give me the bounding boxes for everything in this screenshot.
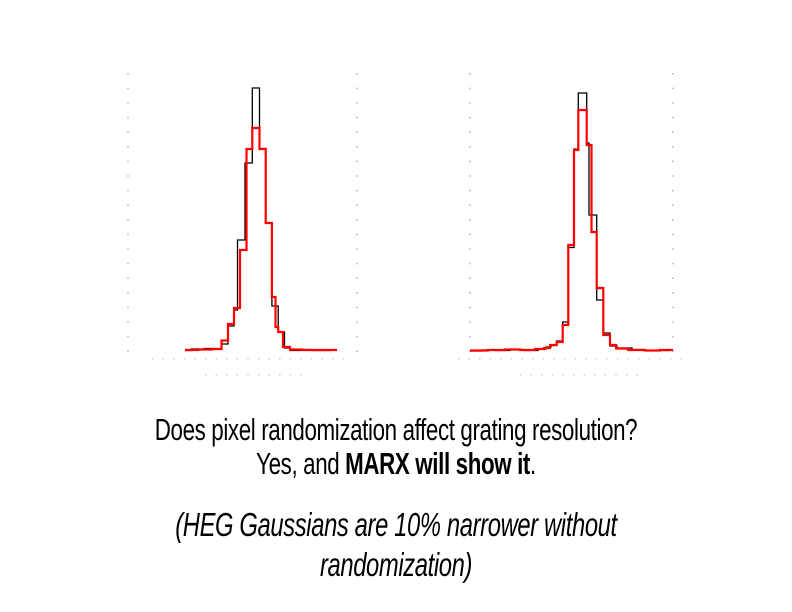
caption-question: Does pixel randomization affect grating … (154, 412, 638, 447)
caption-answer: Yes, and MARX will show it. (111, 447, 681, 481)
caption-answer-suffix: . (530, 446, 536, 481)
right-histogram-red-series (470, 108, 673, 352)
right-histogram-black-series (470, 92, 670, 352)
caption: Does pixel randomization affect grating … (111, 413, 681, 585)
caption-answer-prefix: Yes, and (256, 446, 346, 481)
caption-note: (HEG Gaussians are 10% narrower without … (175, 506, 617, 583)
left-histogram-red-series (185, 126, 337, 352)
caption-answer-bold: MARX will show it (345, 446, 531, 481)
